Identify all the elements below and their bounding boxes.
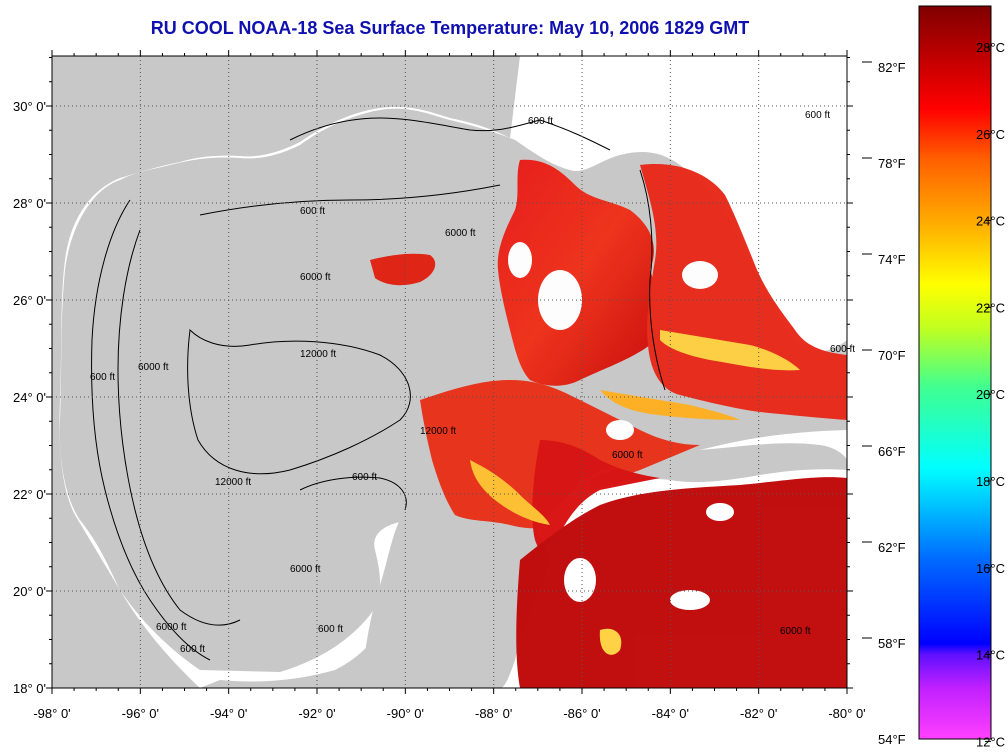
lon-label: -94° 0' <box>210 706 247 721</box>
sst-patch-caribbean <box>516 477 847 688</box>
cloud-gap-7 <box>508 242 532 278</box>
bathymetry-contours <box>91 117 666 661</box>
lon-label: -98° 0' <box>33 706 70 721</box>
fahrenheit-label: 62°F <box>878 540 906 555</box>
chart-title: RU COOL NOAA-18 Sea Surface Temperature:… <box>150 18 750 38</box>
lat-label: 20° 0' <box>13 584 46 599</box>
lon-label: -84° 0' <box>652 706 689 721</box>
cloud-gap-4 <box>564 558 596 602</box>
colorbar-ticks <box>985 46 991 742</box>
fahrenheit-label: 58°F <box>878 636 906 651</box>
contour-600ft <box>91 117 611 661</box>
lon-label: -82° 0' <box>740 706 777 721</box>
sst-warm-streak-1 <box>660 330 800 371</box>
contour-label: 12000 ft <box>215 477 251 488</box>
contour-label: 600 ft <box>180 644 205 655</box>
contour-florida <box>639 169 666 391</box>
contour-label: 600 ft <box>90 372 115 383</box>
contour-label: 600 ft <box>352 472 377 483</box>
fahrenheit-label: 66°F <box>878 444 906 459</box>
sst-patch-west <box>370 253 436 286</box>
lon-label: -80° 0' <box>828 706 865 721</box>
contour-label: 600 ft <box>300 206 325 217</box>
longitude-labels: -98° 0' -96° 0' -94° 0' -92° 0' -90° 0' -88° … <box>33 706 865 721</box>
contour-6000ft <box>117 184 501 626</box>
mexico-land <box>52 56 520 688</box>
lon-label: -96° 0' <box>122 706 159 721</box>
contour-12000ft <box>187 328 411 475</box>
cloud-gap-3 <box>606 420 634 440</box>
fahrenheit-label: 74°F <box>878 252 906 267</box>
sst-warm-streak-3 <box>470 460 550 525</box>
contour-label: 6000 ft <box>156 622 187 633</box>
fahrenheit-label: 82°F <box>878 60 906 75</box>
contour-label: 6000 ft <box>138 362 169 373</box>
map-area <box>52 56 847 688</box>
fahrenheit-label: 70°F <box>878 348 906 363</box>
sst-patch-florida-shelf <box>640 164 847 420</box>
lon-label: -86° 0' <box>563 706 600 721</box>
sst-patch-yucatan-strait <box>532 440 660 555</box>
contour-label: 12000 ft <box>300 349 336 360</box>
contour-yucatan <box>299 476 407 511</box>
sst-warm-streak-4 <box>599 628 622 655</box>
florida-interior <box>713 56 847 342</box>
contour-label: 600 ft <box>805 110 830 121</box>
colorbar <box>918 5 992 740</box>
lat-label: 28° 0' <box>13 196 46 211</box>
fahrenheit-label: 78°F <box>878 156 906 171</box>
sst-patch-central <box>497 159 662 386</box>
graticule <box>52 56 847 688</box>
lat-label: 30° 0' <box>13 99 46 114</box>
cloud-gap-5 <box>706 503 734 521</box>
axis-ticks <box>46 50 872 694</box>
lon-label: -88° 0' <box>475 706 512 721</box>
latitude-labels: 30° 0' 28° 0' 26° 0' 24° 0' 22° 0' 20° 0' 18° … <box>13 99 46 696</box>
lat-label: 24° 0' <box>13 390 46 405</box>
lon-label: -92° 0' <box>298 706 335 721</box>
contour-label: 600 ft <box>830 344 855 355</box>
contour-label: 12000 ft <box>420 426 456 437</box>
contour-labels: 600 ft 600 ft 6000 ft 6000 ft 12000 ft 12000 … <box>90 110 855 655</box>
lat-label: 18° 0' <box>13 681 46 696</box>
yucatan-land <box>360 510 547 688</box>
cloud-gap-2 <box>682 261 718 289</box>
campeche-land <box>200 630 378 688</box>
contour-label: 6000 ft <box>445 228 476 239</box>
fahrenheit-labels: 82°F 78°F 74°F 70°F 66°F 62°F 58°F 54°F <box>878 60 906 747</box>
contour-label: 600 ft <box>318 624 343 635</box>
cloud-gap-6 <box>670 590 710 610</box>
contour-label: 6000 ft <box>290 564 321 575</box>
sst-data <box>370 159 847 688</box>
contour-label: 6000 ft <box>612 450 643 461</box>
contour-label: 6000 ft <box>300 272 331 283</box>
fahrenheit-bottom-label: 54°F <box>878 732 906 747</box>
contour-label: 6000 ft <box>780 626 811 637</box>
lat-label: 22° 0' <box>13 487 46 502</box>
contour-label: 600 ft <box>528 116 553 127</box>
lon-label: -90° 0' <box>387 706 424 721</box>
lat-label: 26° 0' <box>13 293 46 308</box>
